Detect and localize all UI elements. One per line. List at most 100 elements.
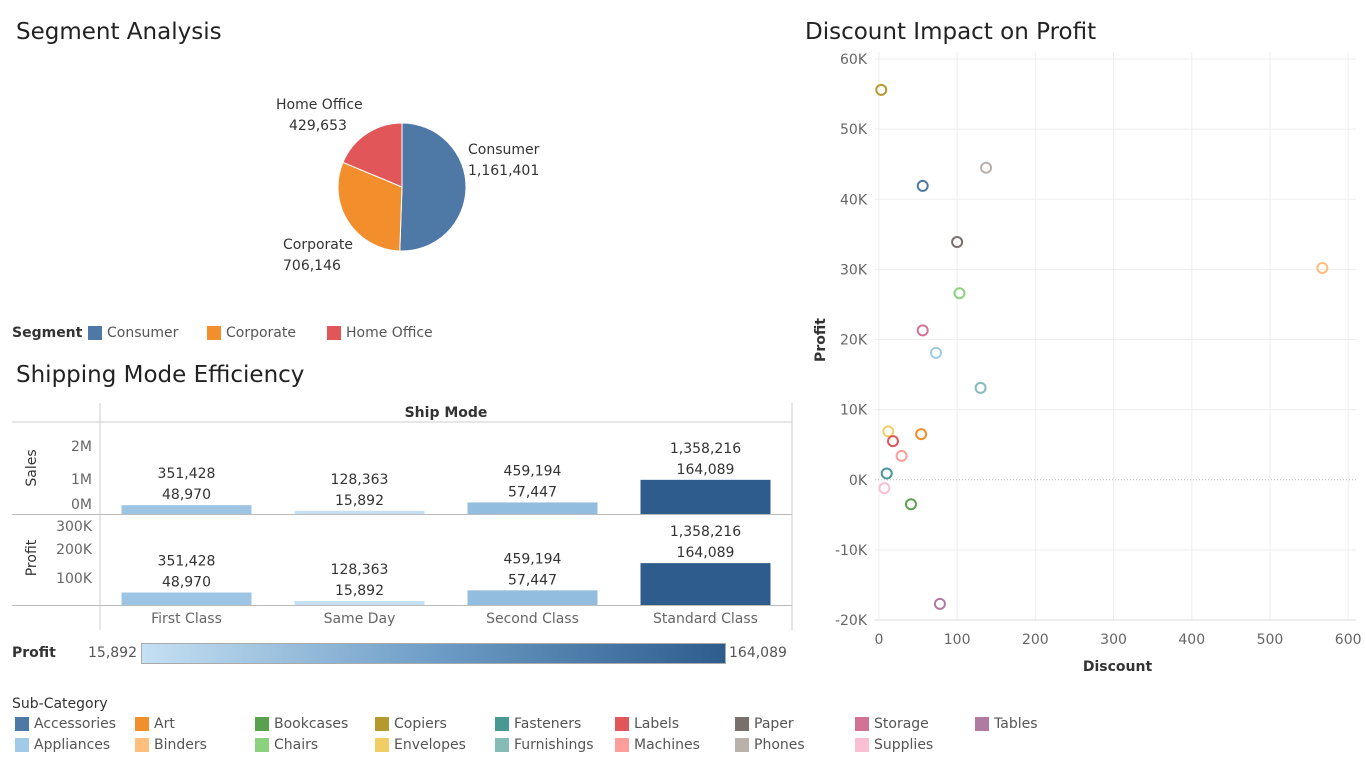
subcategory-legend-item-furnishings[interactable]: Furnishings [495,737,594,753]
legend-swatch [207,326,221,340]
scatter-point-labels[interactable] [886,435,899,448]
bar-label-profit: 48,970 [162,575,211,591]
subcategory-legend-item-phones[interactable]: Phones [735,737,805,753]
bar-sales-second-class[interactable] [467,502,598,514]
scatter-point-fasteners[interactable] [880,467,893,480]
x-tick-label: 400 [1178,632,1205,648]
y-tick-label: 100K [56,571,93,587]
scatter-point-appliances[interactable] [930,346,943,359]
scatter-point-binders[interactable] [1316,261,1329,274]
segment-pie-chart: Consumer 1,161,401 Corporate 706,146 Home Of… [276,97,540,274]
scatter-point-envelopes[interactable] [882,425,895,438]
bar-label-profit: 57,447 [508,484,557,500]
subcategory-legend-item-accessories[interactable]: Accessories [15,716,116,732]
legend-label: Accessories [34,716,117,732]
row-label-sales: Sales [24,449,40,486]
segment-legend-item-corporate[interactable]: Corporate [207,325,296,341]
legend-swatch [615,717,629,731]
subcategory-legend-item-chairs[interactable]: Chairs [255,737,318,753]
subcategory-legend-item-labels[interactable]: Labels [615,716,679,732]
scatter-point-furnishings[interactable] [974,381,987,394]
legend-swatch [255,717,269,731]
subcategory-legend-item-binders[interactable]: Binders [135,737,207,753]
y-tick-label: 50K [840,122,868,138]
scatter-point-accessories[interactable] [916,179,929,192]
subcategory-legend-item-envelopes[interactable]: Envelopes [375,737,466,753]
pie-slice-home-office[interactable] [342,122,403,188]
bar-label-sales: 351,428 [158,554,216,570]
y-tick-label: 10K [840,403,868,419]
bar-profit-first-class[interactable] [121,592,252,605]
scatter-point-art[interactable] [915,428,928,441]
y-tick-label: 40K [840,192,868,208]
scatter-point-chairs[interactable] [953,287,966,300]
pie-value-corporate: 706,146 [283,258,341,274]
scatter-point-tables[interactable] [933,597,946,610]
y-tick-label: 30K [840,262,868,278]
profit-color-gradient [141,643,726,664]
legend-label: Machines [634,737,700,753]
scatter-point-phones[interactable] [980,161,993,174]
legend-label: Furnishings [514,737,594,753]
scatter-point-supplies[interactable] [878,482,891,495]
legend-swatch [615,738,629,752]
legend-swatch [495,738,509,752]
subcategory-legend-item-bookcases[interactable]: Bookcases [255,716,348,732]
legend-label: Art [154,716,175,732]
x-tick-label: 300 [1100,632,1127,648]
legend-swatch [15,717,29,731]
subcategory-legend-item-paper[interactable]: Paper [735,716,794,732]
subcategory-legend-item-storage[interactable]: Storage [855,716,929,732]
legend-swatch [735,717,749,731]
scatter-point-storage[interactable] [916,324,929,337]
pie-slice-corporate[interactable] [337,161,403,252]
legend-swatch [735,738,749,752]
bar-profit-standard-class[interactable] [640,563,771,605]
subcategory-legend-item-copiers[interactable]: Copiers [375,716,447,732]
bar-profit-second-class[interactable] [467,590,598,605]
scatter-point-copiers[interactable] [875,83,888,96]
scatter-point-paper[interactable] [951,236,964,249]
bar-sales-standard-class[interactable] [640,479,771,514]
legend-label: Storage [874,716,929,732]
bar-label-profit: 15,892 [335,583,384,599]
pie-slice-consumer[interactable] [399,122,467,252]
segment-legend-item-consumer[interactable]: Consumer [88,325,178,341]
y-tick-label: 2M [71,439,92,455]
y-tick-label: -10K [835,543,868,559]
subcategory-legend-item-supplies[interactable]: Supplies [855,737,933,753]
subcategory-legend-item-machines[interactable]: Machines [615,737,700,753]
scatter-title: Discount Impact on Profit [805,19,1097,45]
segment-legend-item-home-office[interactable]: Home Office [327,325,433,341]
legend-label: Labels [634,716,680,732]
legend-label: Bookcases [274,716,349,732]
subcategory-legend-title: Sub-Category [12,696,108,712]
bar-sales-same-day[interactable] [294,510,425,514]
pie-label-consumer: Consumer [468,142,540,158]
x-category-label-second-class: Second Class [486,611,579,627]
bar-label-profit: 15,892 [335,493,384,509]
legend-label: Binders [154,737,207,753]
bar-profit-same-day[interactable] [294,600,425,605]
legend-swatch [135,717,149,731]
subcategory-legend-item-tables[interactable]: Tables [975,716,1038,732]
y-tick-label: 200K [56,542,93,558]
legend-swatch [327,326,341,340]
subcategory-legend-item-fasteners[interactable]: Fasteners [495,716,581,732]
legend-swatch [855,717,869,731]
scatter-point-machines[interactable] [895,449,908,462]
discount-profit-scatter: 0 100 200 300 400 500 600 60K 50K 40K 30K 20K 10K 0K -… [813,52,1362,675]
legend-swatch [135,738,149,752]
legend-label: Appliances [34,737,111,753]
x-category-label-first-class: First Class [151,611,222,627]
shipping-title: Shipping Mode Efficiency [16,362,305,388]
legend-label: Consumer [107,325,179,341]
bar-label-profit: 57,447 [508,572,557,588]
legend-swatch [15,738,29,752]
subcategory-legend-item-art[interactable]: Art [135,716,175,732]
bar-label-sales: 459,194 [504,551,562,567]
subcategory-legend-item-appliances[interactable]: Appliances [15,737,110,753]
bar-label-sales: 459,194 [504,463,562,479]
scatter-point-bookcases[interactable] [904,498,917,511]
bar-sales-first-class[interactable] [121,505,252,514]
